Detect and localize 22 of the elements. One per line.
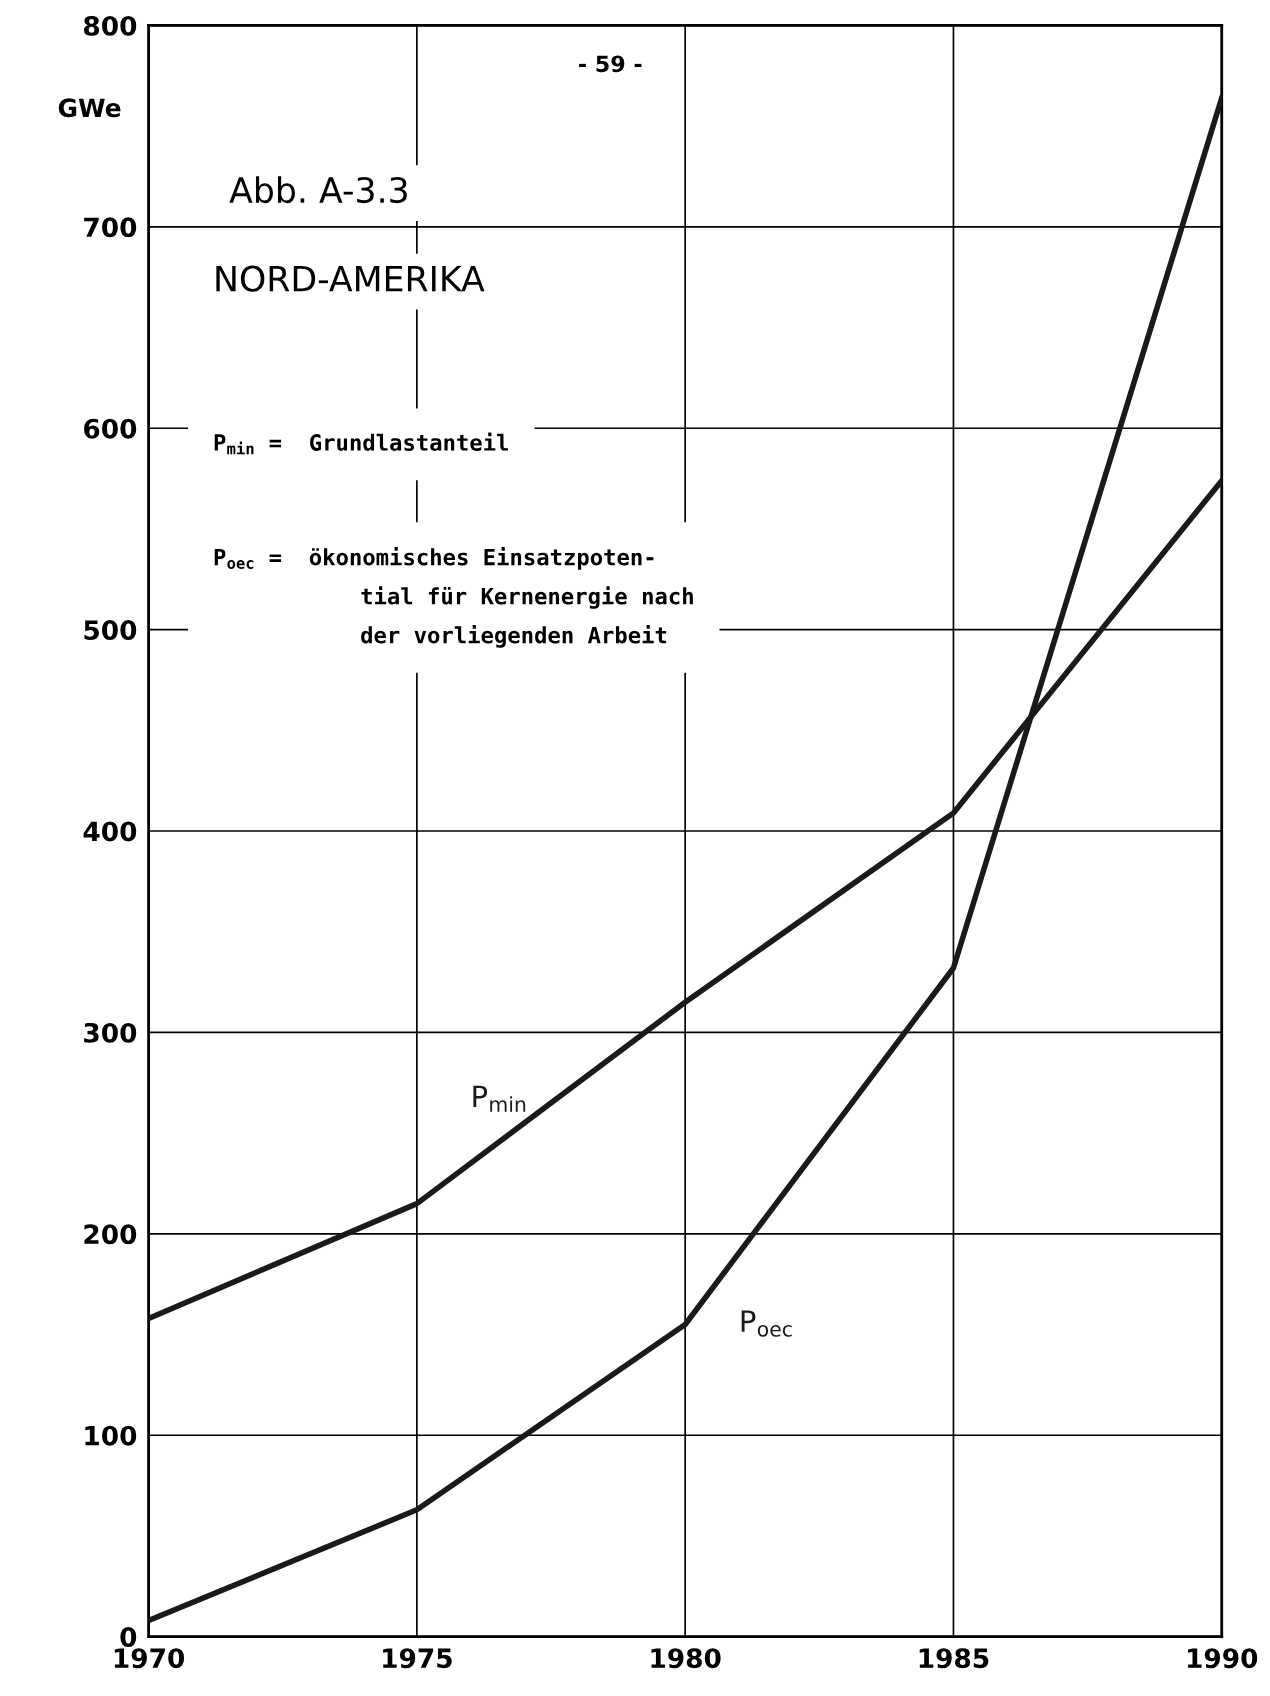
y-tick-label: 700	[84, 217, 137, 238]
y-tick-label: 300	[84, 1022, 137, 1043]
x-tick-label: 1985	[919, 1648, 989, 1669]
annotation: - 59 -	[579, 55, 642, 73]
series-label: P$_{min}$	[473, 1085, 526, 1112]
y-tick-label: 100	[85, 1425, 137, 1446]
y-tick-label: 200	[84, 1224, 137, 1245]
annotation: P$_{oec}$ = ökonomisches Einsatzpoten- tial für Kernenergie nach der vorliegenden Arbeit	[214, 547, 693, 648]
text: Abb. A-3.3	[229, 176, 407, 204]
y-tick-label: 0	[120, 1627, 137, 1648]
y-tick-label: 800	[84, 15, 137, 36]
y-tick-label: 500	[84, 620, 137, 641]
series-label: P$_{oec}$	[741, 1310, 792, 1337]
x-tick-label: 1990	[1188, 1648, 1258, 1669]
annotation: P$_{min}$ = Grundlastanteil	[214, 432, 508, 455]
x-tick-label: 1975	[383, 1648, 452, 1669]
x-tick-label: 1970	[114, 1648, 185, 1669]
x-tick-label: 1980	[651, 1648, 721, 1669]
y-tick-label: 400	[83, 821, 137, 842]
y-tick-label: 600	[84, 418, 137, 439]
text: NORD-AMERIKA	[216, 265, 485, 292]
y-axis-title: GWe	[58, 98, 121, 118]
